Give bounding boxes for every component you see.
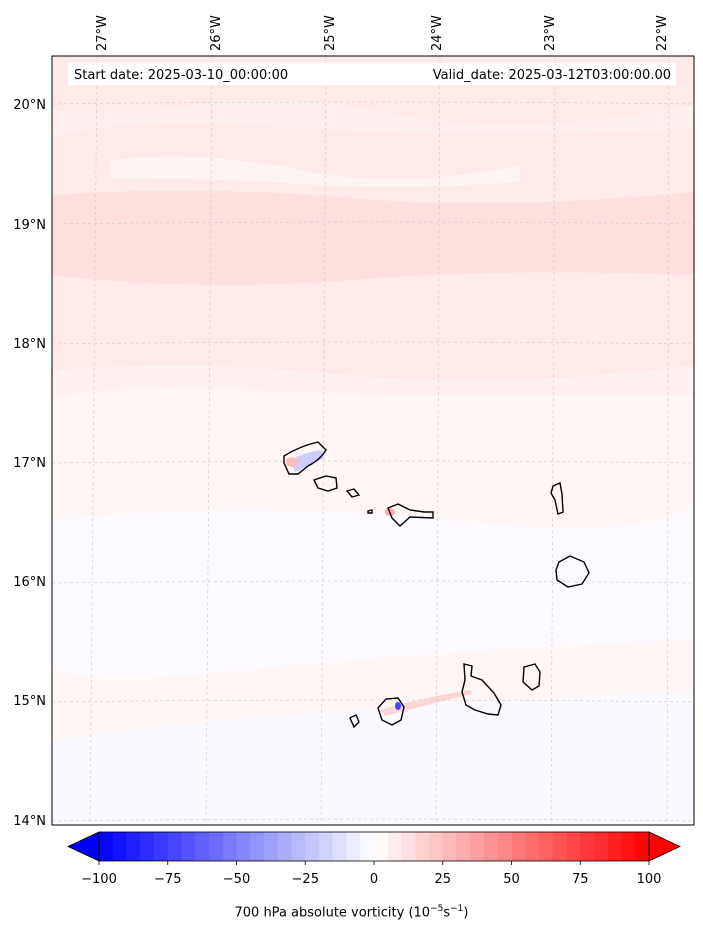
vorticity-field bbox=[52, 56, 694, 825]
colorbar-segment bbox=[305, 832, 320, 861]
colorbar-segment bbox=[566, 832, 581, 861]
lon-label: 25°W bbox=[323, 15, 338, 51]
map-frame bbox=[51, 55, 695, 826]
island-brava bbox=[349, 714, 360, 729]
colorbar-segment bbox=[346, 832, 361, 861]
colorbar-segment bbox=[222, 832, 238, 861]
colorbar-segment bbox=[236, 832, 251, 861]
graticule bbox=[52, 56, 694, 825]
colorbar-title-unit: s bbox=[443, 905, 451, 921]
colorbar-segment bbox=[607, 832, 623, 861]
colorbar-segment bbox=[497, 832, 513, 861]
island-sao-vicente bbox=[313, 475, 338, 492]
colorbar-segment bbox=[332, 832, 348, 861]
lon-label: 24°W bbox=[430, 15, 445, 51]
info-box bbox=[68, 63, 676, 85]
colorbar-segment bbox=[360, 832, 375, 861]
colorbar-segment bbox=[442, 832, 458, 861]
colorbar-segment bbox=[635, 832, 650, 861]
island-fogo bbox=[377, 697, 405, 726]
island-boa-vista bbox=[555, 555, 590, 588]
colorbar-segment bbox=[319, 832, 334, 861]
colorbar-segment bbox=[140, 832, 155, 861]
colorbar-segment bbox=[291, 832, 306, 861]
island-maio bbox=[522, 663, 541, 691]
lat-label: 14°N bbox=[13, 814, 46, 829]
colorbar-segment bbox=[470, 832, 485, 861]
start-date-label: Start date: 2025-03-10_00:00:00 bbox=[74, 68, 288, 83]
colorbar-title-end: ) bbox=[463, 905, 469, 921]
colorbar-tick-label: 75 bbox=[572, 872, 589, 887]
island-branco bbox=[367, 509, 373, 514]
colorbar-extend-min bbox=[67, 831, 100, 862]
island-santo-antao bbox=[283, 441, 327, 475]
colorbar-segment bbox=[525, 832, 540, 861]
colorbar-segment bbox=[552, 832, 568, 861]
colorbar-title-main: 700 hPa absolute vorticity (10 bbox=[234, 905, 431, 921]
colorbar-segment bbox=[154, 832, 169, 861]
colorbar-tick-label: 100 bbox=[637, 872, 662, 887]
colorbar-segment bbox=[401, 832, 416, 861]
lat-label: 15°N bbox=[13, 694, 46, 709]
colorbar-tick-label: −100 bbox=[81, 872, 117, 887]
valid-date-label: Valid_date: 2025-03-12T03:00:00.00 bbox=[433, 68, 671, 83]
colorbar-segment bbox=[484, 832, 499, 861]
colorbar-title-exp1: −5 bbox=[430, 904, 444, 914]
colorbar-segment bbox=[511, 832, 526, 861]
colorbar-segment bbox=[429, 832, 444, 861]
lat-label: 17°N bbox=[13, 456, 46, 471]
colorbar-title-exp2: −1 bbox=[450, 904, 464, 914]
colorbar-segment bbox=[580, 832, 595, 861]
colorbar-segment bbox=[250, 832, 265, 861]
colorbar-segment bbox=[415, 832, 430, 861]
colorbar-segment bbox=[374, 832, 389, 861]
colorbar-segment bbox=[539, 832, 554, 861]
colorbar-segment bbox=[195, 832, 210, 861]
lat-label: 16°N bbox=[13, 575, 46, 590]
lon-label: 23°W bbox=[543, 15, 558, 51]
lat-label: 19°N bbox=[13, 218, 46, 233]
colorbar-segment bbox=[181, 832, 196, 861]
colorbar-tick-label: 0 bbox=[370, 872, 378, 887]
colorbar-segment bbox=[594, 832, 609, 861]
lon-label: 22°W bbox=[655, 15, 670, 51]
lat-label: 20°N bbox=[13, 98, 46, 113]
colorbar-segment bbox=[112, 832, 128, 861]
colorbar-segment bbox=[167, 832, 183, 861]
colorbar-segment bbox=[209, 832, 224, 861]
island-sal bbox=[550, 482, 564, 515]
colorbar-tick-label: −75 bbox=[154, 872, 181, 887]
colorbar-tick-label: 25 bbox=[434, 872, 451, 887]
colorbar-segment bbox=[387, 832, 403, 861]
lon-label: 27°W bbox=[95, 15, 110, 51]
lat-label: 18°N bbox=[13, 337, 46, 352]
colorbar-segment bbox=[99, 832, 114, 861]
colorbar-segment bbox=[621, 832, 636, 861]
colorbar-segment bbox=[264, 832, 279, 861]
island-sao-nicolau bbox=[387, 503, 434, 527]
colorbar: −100 −75 −50 −25 0 25 50 75 100 bbox=[67, 831, 681, 887]
island-santiago bbox=[461, 663, 502, 716]
colorbar-segment bbox=[456, 832, 471, 861]
colorbar-tick-label: −50 bbox=[223, 872, 250, 887]
colorbar-tick-label: 50 bbox=[503, 872, 520, 887]
colorbar-title: 700 hPa absolute vorticity (10−5s−1) bbox=[0, 904, 703, 920]
lon-label: 26°W bbox=[209, 15, 224, 51]
colorbar-extend-max bbox=[648, 831, 681, 862]
colorbar-segment bbox=[126, 832, 141, 861]
colorbar-tick-label: −25 bbox=[292, 872, 319, 887]
island-santa-luzia bbox=[345, 488, 361, 498]
coastlines bbox=[283, 441, 590, 729]
colorbar-segment bbox=[277, 832, 293, 861]
